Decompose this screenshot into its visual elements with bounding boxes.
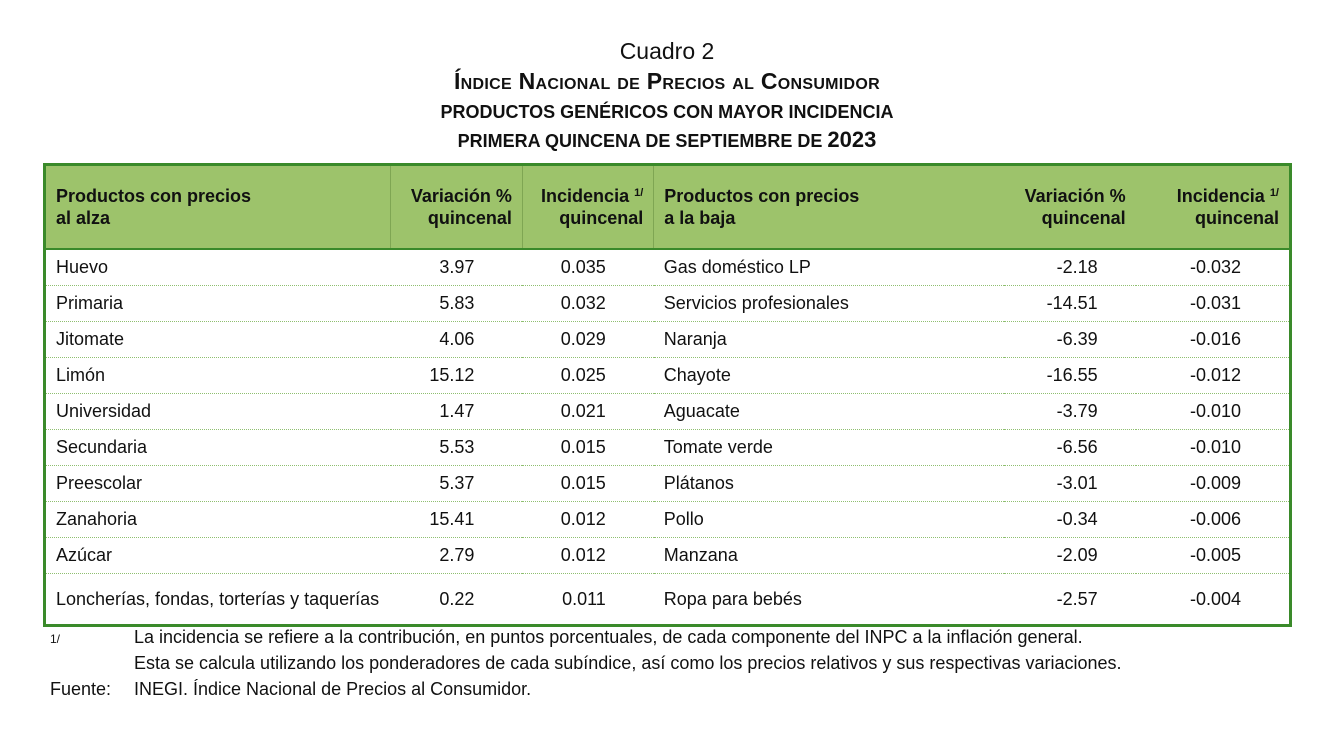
product-up-cell: Loncherías, fondas, torterías y taquería… (56, 589, 380, 609)
incidence-up-cell: 0.012 (522, 537, 654, 574)
incidence-down-cell: -0.016 (1135, 321, 1289, 358)
product-up-cell: Universidad (46, 393, 391, 430)
variation-down-cell: -14.51 (1004, 285, 1136, 322)
cuadro-label: Cuadro 2 (619, 38, 715, 64)
variation-up-cell: 5.37 (390, 465, 523, 502)
product-down-cell: Pollo (653, 501, 1005, 538)
product-up-cell: Huevo (46, 249, 391, 286)
table-row: Secundaria 5.53 0.015 Tomate verde -6.56 -0.0… (46, 429, 1289, 466)
table-period: PRIMERA QUINCENA DE SEPTIEMBRE DE 2023 (0, 126, 1334, 155)
table-row: Universidad 1.47 0.021 Aguacate -3.79 -0.010 (46, 393, 1289, 430)
variation-down-cell: -0.34 (1004, 501, 1136, 538)
product-down-cell: Servicios profesionales (653, 285, 1005, 322)
incidence-down-cell: -0.032 (1135, 249, 1289, 286)
variation-down-cell: -6.56 (1004, 429, 1136, 466)
footnote-mark: 1/ (50, 632, 61, 646)
product-up-cell: Secundaria (46, 429, 391, 466)
variation-up-cell: 0.22 (439, 589, 475, 609)
product-down-cell: Gas doméstico LP (653, 249, 1005, 286)
period-year: 2023 (827, 127, 877, 152)
incidence-down-cell: -0.004 (1189, 589, 1241, 609)
variation-up-cell: 2.79 (390, 537, 523, 574)
table-row: Preescolar 5.37 0.015 Plátanos -3.01 -0.009 (46, 465, 1289, 502)
header-up-incidence: Incidencia 1/quincenal (521, 166, 654, 250)
variation-down-cell: -2.09 (1004, 537, 1136, 574)
source-label: Fuente: (50, 679, 112, 699)
product-down-cell: Naranja (653, 321, 1005, 358)
footnote-incidence: 1/ La incidencia se refiere a la contrib… (50, 624, 1295, 676)
header-up-product: Productos con precios al alza (46, 166, 391, 250)
period-text: PRIMERA QUINCENA DE SEPTIEMBRE DE (457, 131, 823, 151)
header-down-variation: Variación % quincenal (1004, 166, 1136, 250)
table-row: Loncherías, fondas, torterías y taquería… (46, 574, 1289, 625)
incidence-up-cell: 0.035 (522, 249, 654, 286)
source-note: Fuente: INEGI. Índice Nacional de Precio… (50, 676, 1295, 702)
data-table: Productos con precios al alza Variación %… (43, 163, 1292, 627)
footnote-line-2: Esta se calcula utilizando los ponderado… (134, 653, 1122, 673)
incidence-down-cell: -0.031 (1135, 285, 1289, 322)
variation-down-cell: -2.57 (1056, 589, 1098, 609)
product-up-cell: Jitomate (46, 321, 391, 358)
header-down-incidence: Incidencia 1/quincenal (1135, 166, 1289, 250)
variation-up-cell: 3.97 (390, 249, 523, 286)
product-down-cell: Chayote (653, 357, 1005, 394)
table-row: Primaria 5.83 0.032 Servicios profesionales… (46, 285, 1289, 322)
table-title-block: Cuadro 2 Índice Nacional de Precios al C… (0, 36, 1334, 155)
product-up-cell: Zanahoria (46, 501, 391, 538)
incidence-up-cell: 0.015 (522, 429, 654, 466)
variation-down-cell: -3.79 (1004, 393, 1136, 430)
product-up-cell: Limón (46, 357, 391, 394)
incidence-down-cell: -0.005 (1135, 537, 1289, 574)
incidence-down-cell: -0.010 (1135, 393, 1289, 430)
product-up-cell: Primaria (46, 285, 391, 322)
incidence-down-cell: -0.010 (1135, 429, 1289, 466)
header-down-product: Productos con precios a la baja (653, 166, 1005, 250)
variation-down-cell: -2.18 (1004, 249, 1136, 286)
variation-up-cell: 15.41 (390, 501, 523, 538)
header-up-variation: Variación % quincenal (390, 166, 523, 250)
table-row: Limón 15.12 0.025 Chayote -16.55 -0.012 (46, 357, 1289, 394)
table-header-row: Productos con precios al alza Variación %… (46, 166, 1289, 250)
table-subtitle: PRODUCTOS GENÉRICOS CON MAYOR INCIDENCIA (440, 102, 894, 122)
variation-down-cell: -3.01 (1004, 465, 1136, 502)
product-down-cell: Ropa para bebés (663, 589, 802, 609)
incidence-down-cell: -0.009 (1135, 465, 1289, 502)
source-text: INEGI. Índice Nacional de Precios al Con… (134, 679, 532, 699)
incidence-up-cell: 0.032 (522, 285, 654, 322)
variation-down-cell: -6.39 (1004, 321, 1136, 358)
variation-up-cell: 4.06 (390, 321, 523, 358)
incidence-up-cell: 0.025 (522, 357, 654, 394)
variation-down-cell: -16.55 (1004, 357, 1136, 394)
incidence-up-cell: 0.021 (522, 393, 654, 430)
product-down-cell: Manzana (653, 537, 1005, 574)
variation-up-cell: 15.12 (390, 357, 523, 394)
footnotes: 1/ La incidencia se refiere a la contrib… (50, 624, 1295, 702)
incidence-down-cell: -0.012 (1135, 357, 1289, 394)
table-row: Zanahoria 15.41 0.012 Pollo -0.34 -0.006 (46, 501, 1289, 538)
variation-up-cell: 1.47 (390, 393, 523, 430)
table-row: Azúcar 2.79 0.012 Manzana -2.09 -0.005 (46, 537, 1289, 574)
incidence-up-cell: 0.015 (522, 465, 654, 502)
incidence-up-cell: 0.011 (562, 589, 606, 609)
product-down-cell: Plátanos (653, 465, 1005, 502)
footnote-line-1: La incidencia se refiere a la contribuci… (134, 627, 1083, 647)
table-row: Huevo 3.97 0.035 Gas doméstico LP -2.18 -0.03… (46, 249, 1289, 286)
table-title: Índice Nacional de Precios al Consumidor (453, 68, 881, 94)
incidence-up-cell: 0.029 (522, 321, 654, 358)
table-row: Jitomate 4.06 0.029 Naranja -6.39 -0.016 (46, 321, 1289, 358)
product-down-cell: Aguacate (653, 393, 1005, 430)
product-up-cell: Preescolar (46, 465, 391, 502)
incidence-down-cell: -0.006 (1135, 501, 1289, 538)
variation-up-cell: 5.83 (390, 285, 523, 322)
product-down-cell: Tomate verde (653, 429, 1005, 466)
product-up-cell: Azúcar (46, 537, 391, 574)
incidence-up-cell: 0.012 (522, 501, 654, 538)
variation-up-cell: 5.53 (390, 429, 523, 466)
